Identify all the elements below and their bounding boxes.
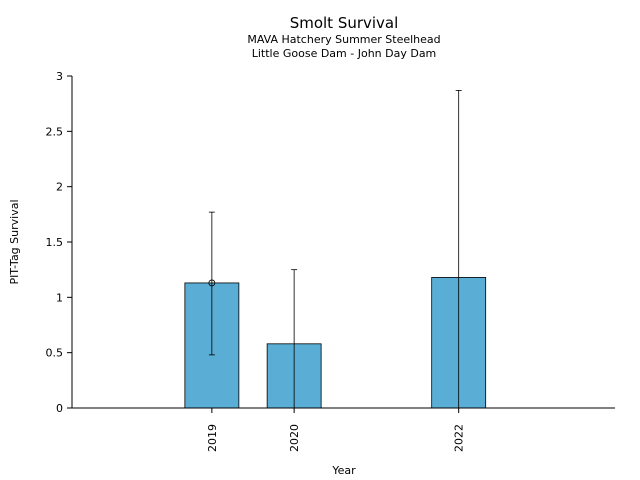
chart-subtitle-2: Little Goose Dam - John Day Dam: [252, 47, 437, 60]
y-tick-label: 2: [56, 181, 63, 194]
y-tick-label: 0.5: [46, 347, 64, 360]
chart-title: Smolt Survival: [290, 14, 399, 32]
plot-area: 0 0.5 1 1.5 2 2.5 3 2019 2020 2022: [46, 70, 487, 452]
x-tick-label: 2020: [288, 424, 301, 452]
x-tick-label: 2022: [453, 424, 466, 452]
x-tick-label: 2019: [206, 424, 219, 452]
y-tick-label: 1.5: [46, 236, 64, 249]
y-tick-label: 3: [56, 70, 63, 83]
y-tick-label: 2.5: [46, 125, 64, 138]
x-axis-label: Year: [331, 464, 356, 477]
chart-subtitle-1: MAVA Hatchery Summer Steelhead: [247, 33, 440, 46]
point-marker: [208, 279, 216, 287]
y-axis-label: PIT-Tag Survival: [8, 199, 21, 284]
y-tick-label: 0: [56, 402, 63, 415]
y-tick-label: 1: [56, 291, 63, 304]
